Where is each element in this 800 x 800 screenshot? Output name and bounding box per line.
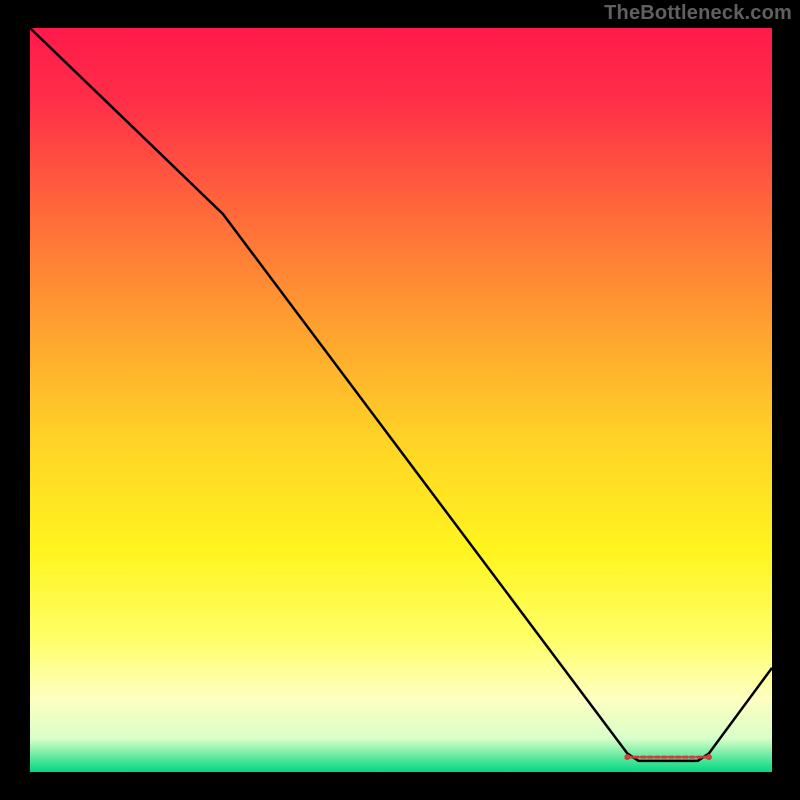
optimal-range-endpoint-2 xyxy=(706,754,712,760)
optimal-range-endpoint-1 xyxy=(624,754,630,760)
chart-frame xyxy=(30,28,772,772)
chart-svg xyxy=(30,28,772,772)
chart-background xyxy=(30,28,772,772)
watermark-text: TheBottleneck.com xyxy=(604,2,792,25)
